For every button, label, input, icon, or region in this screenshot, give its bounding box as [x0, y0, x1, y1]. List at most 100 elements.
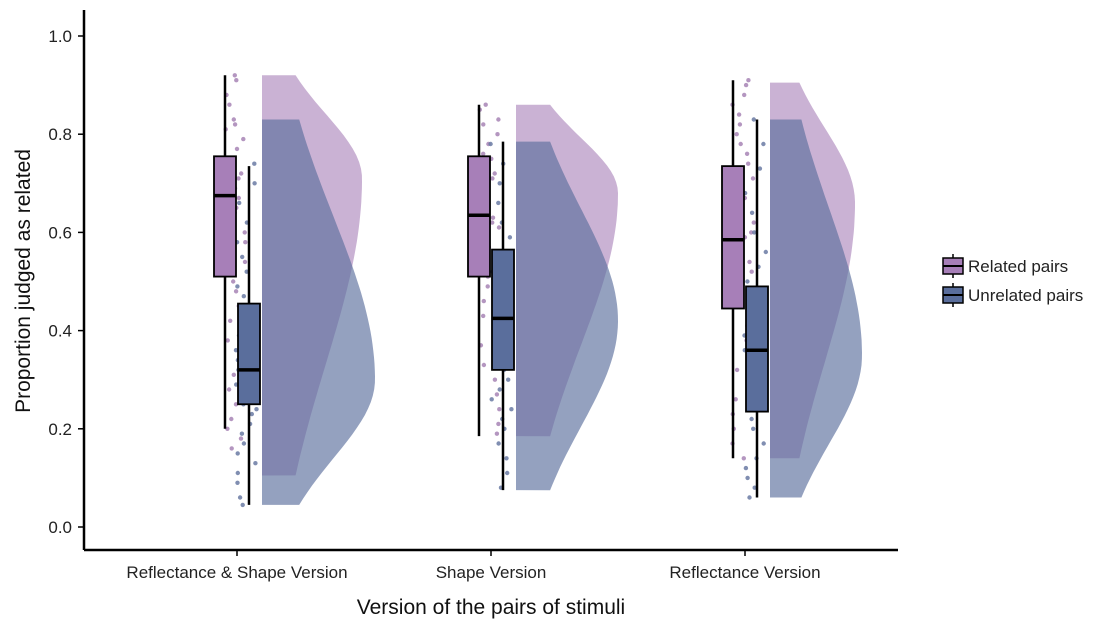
unrelated-point — [745, 279, 750, 284]
related-point — [239, 171, 244, 176]
related-point — [744, 151, 750, 156]
related-point — [749, 269, 754, 274]
related-point — [496, 117, 501, 122]
unrelated-point — [504, 456, 509, 461]
related-point — [233, 289, 239, 294]
related-point — [736, 112, 742, 117]
related-point — [226, 387, 232, 392]
related-point — [733, 397, 738, 402]
unrelated-point — [240, 254, 245, 260]
related-point — [241, 136, 246, 142]
related-point — [234, 146, 240, 152]
unrelated-point — [252, 181, 257, 186]
unrelated-point — [241, 441, 247, 446]
related-point — [734, 367, 740, 373]
unrelated-cloud — [262, 119, 375, 505]
unrelated-point — [507, 235, 513, 240]
unrelated-point — [749, 416, 754, 422]
box-plots — [213, 75, 769, 505]
unrelated-point — [240, 502, 245, 508]
x-tick-label: Shape Version — [436, 563, 547, 582]
related-point — [238, 436, 244, 441]
unrelated-point — [254, 407, 259, 412]
unrelated-point — [506, 377, 511, 382]
related-point — [234, 78, 239, 83]
unrelated-point — [749, 210, 755, 215]
related-point — [738, 141, 743, 147]
unrelated-point — [241, 294, 246, 299]
legend-label: Related pairs — [968, 257, 1068, 276]
related-point — [232, 73, 237, 78]
related-point — [741, 456, 746, 461]
unrelated-point — [509, 407, 514, 412]
related-point — [751, 220, 756, 225]
unrelated-point — [745, 475, 750, 481]
related-point — [737, 122, 743, 127]
related-point — [242, 259, 248, 265]
related-point — [481, 362, 487, 368]
x-axis-title: Version of the pairs of stimuli — [357, 596, 625, 619]
related-point — [232, 122, 238, 127]
related-point — [746, 78, 751, 83]
related-point — [481, 313, 486, 319]
related-point — [481, 151, 486, 156]
unrelated-point — [761, 141, 766, 147]
related-point — [497, 407, 502, 412]
related-point — [485, 284, 490, 289]
related-point — [231, 372, 236, 377]
unrelated-box — [237, 302, 261, 406]
related-point — [734, 132, 739, 137]
unrelated-point — [235, 470, 240, 476]
y-tick-label: 0.8 — [48, 125, 72, 144]
y-tick-label: 0.0 — [48, 518, 72, 537]
related-point — [481, 298, 486, 304]
related-point — [236, 176, 241, 181]
unrelated-point — [743, 465, 749, 471]
unrelated-point — [747, 495, 752, 500]
related-point — [490, 176, 495, 181]
related-point — [494, 392, 500, 397]
related-point — [243, 240, 248, 245]
related-point — [750, 176, 756, 181]
related-point — [483, 102, 488, 107]
related-point — [225, 338, 230, 343]
related-point — [743, 82, 749, 88]
related-point — [228, 318, 233, 323]
x-tick-label: Reflectance Version — [669, 563, 820, 582]
related-point — [231, 117, 236, 122]
unrelated-point — [763, 249, 768, 255]
related-point — [229, 446, 234, 451]
unrelated-point — [235, 451, 240, 456]
unrelated-point — [496, 200, 501, 206]
unrelated-box — [491, 248, 515, 371]
unrelated-point — [751, 117, 756, 122]
related-point — [492, 377, 498, 382]
density-clouds — [262, 75, 862, 505]
unrelated-point — [761, 441, 766, 446]
unrelated-point — [751, 426, 756, 431]
related-box — [721, 165, 745, 310]
unrelated-point — [497, 181, 502, 186]
x-tick-label: Reflectance & Shape Version — [126, 563, 347, 582]
legend-label: Unrelated pairs — [968, 286, 1083, 305]
related-box — [213, 155, 237, 278]
related-point — [490, 215, 496, 220]
related-point — [496, 421, 501, 427]
related-point — [242, 230, 247, 235]
unrelated-cloud — [770, 119, 862, 498]
related-point — [747, 259, 752, 265]
y-tick-label: 0.6 — [48, 223, 72, 242]
related-point — [229, 416, 234, 422]
unrelated-point — [752, 230, 757, 235]
y-tick-label: 0.4 — [48, 322, 72, 341]
unrelated-point — [237, 495, 243, 500]
unrelated-point — [252, 161, 257, 166]
related-point — [496, 225, 502, 230]
related-point — [746, 161, 751, 166]
related-point — [749, 230, 754, 235]
related-point — [225, 426, 230, 431]
x-ticks: Reflectance & Shape Version Shape Version… — [126, 550, 821, 582]
related-point — [490, 220, 495, 225]
y-axis-title: Proportion judged as related — [12, 149, 35, 413]
